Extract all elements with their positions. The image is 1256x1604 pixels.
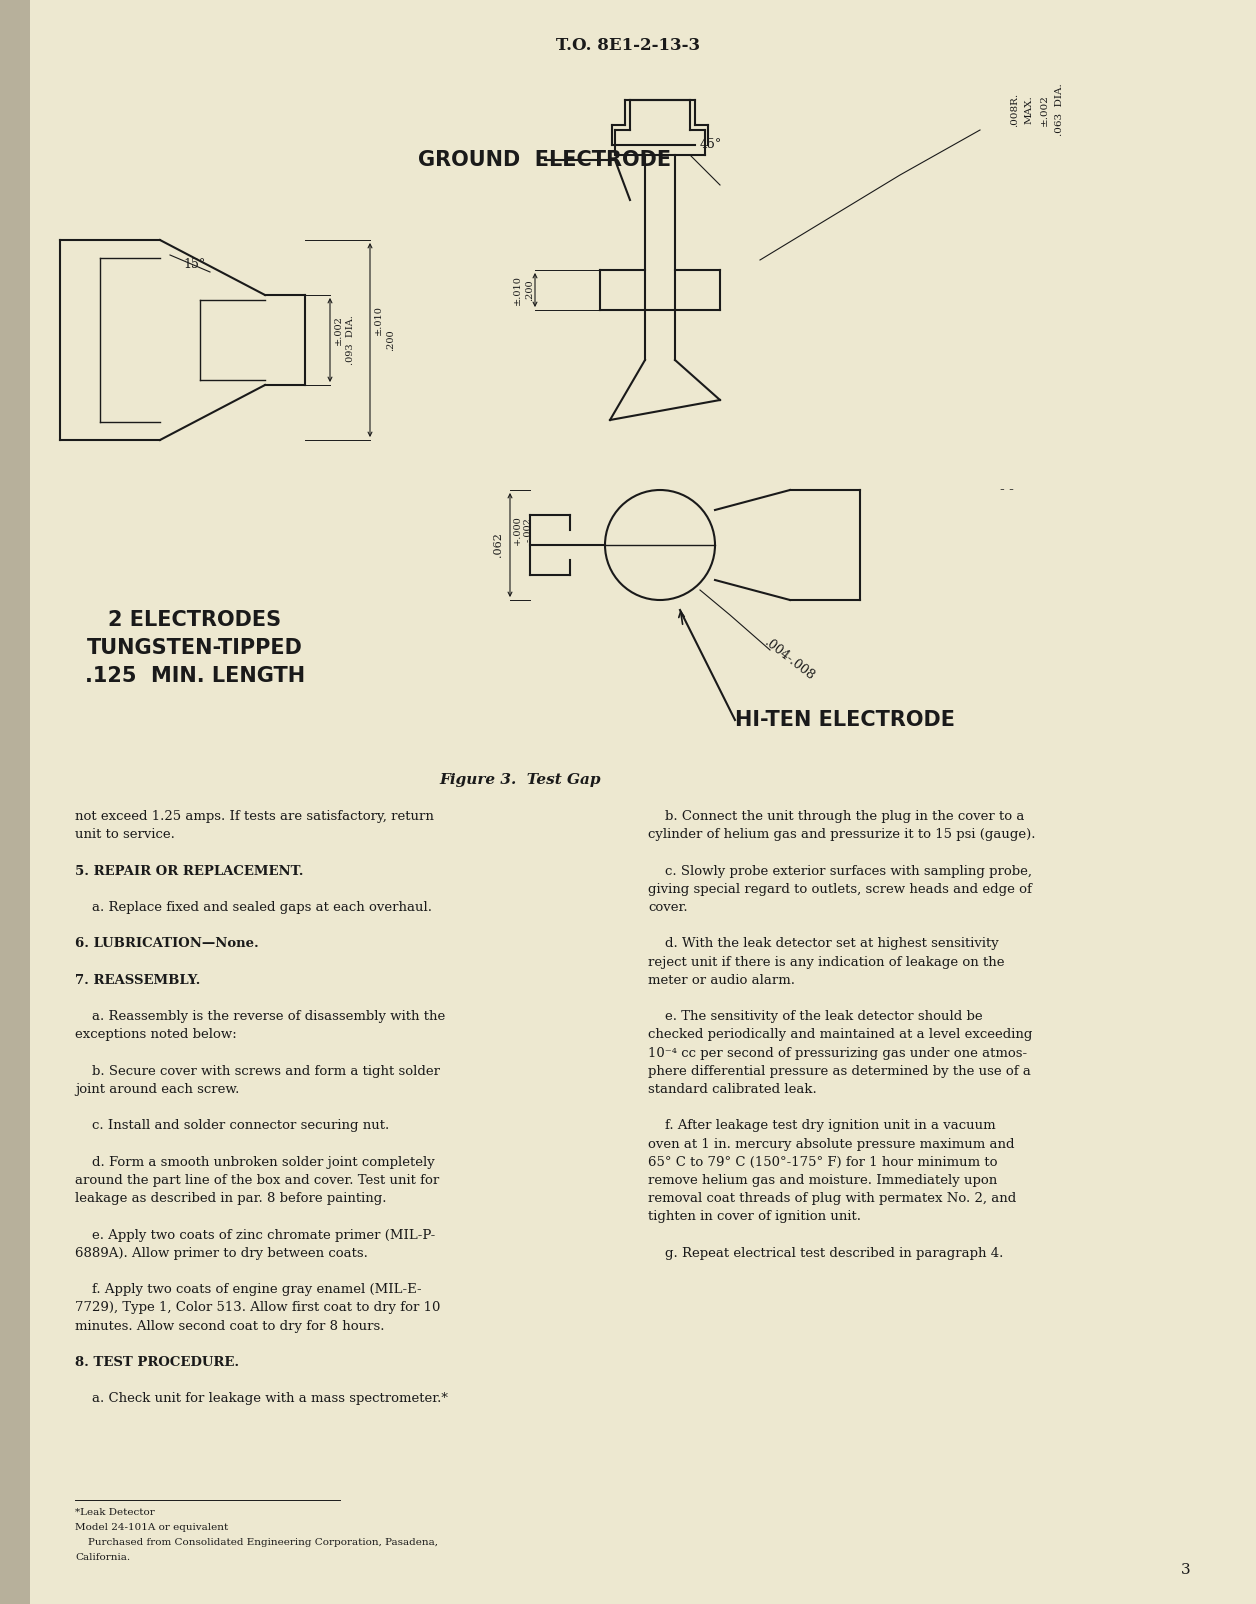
Text: g. Repeat electrical test described in paragraph 4.: g. Repeat electrical test described in p… (648, 1246, 1004, 1259)
Text: 15°: 15° (183, 258, 206, 271)
Text: +.000: +.000 (512, 515, 522, 545)
Text: b. Connect the unit through the plug in the cover to a: b. Connect the unit through the plug in … (648, 810, 1025, 823)
Text: e. The sensitivity of the leak detector should be: e. The sensitivity of the leak detector … (648, 1011, 982, 1023)
Text: TUNGSTEN-TIPPED: TUNGSTEN-TIPPED (87, 638, 303, 658)
Text: unit to service.: unit to service. (75, 828, 175, 840)
Text: HI-TEN ELECTRODE: HI-TEN ELECTRODE (735, 711, 955, 730)
Text: around the part line of the box and cover. Test unit for: around the part line of the box and cove… (75, 1174, 440, 1187)
Text: minutes. Allow second coat to dry for 8 hours.: minutes. Allow second coat to dry for 8 … (75, 1320, 384, 1333)
Text: b. Secure cover with screws and form a tight solder: b. Secure cover with screws and form a t… (75, 1065, 440, 1078)
Text: cylinder of helium gas and pressurize it to 15 psi (gauge).: cylinder of helium gas and pressurize it… (648, 828, 1035, 840)
Text: Purchased from Consolidated Engineering Corporation, Pasadena,: Purchased from Consolidated Engineering … (75, 1538, 438, 1546)
Text: giving special regard to outlets, screw heads and edge of: giving special regard to outlets, screw … (648, 882, 1032, 895)
Text: phere differential pressure as determined by the use of a: phere differential pressure as determine… (648, 1065, 1031, 1078)
Text: .200: .200 (386, 329, 394, 351)
Text: ±.002: ±.002 (1040, 95, 1049, 127)
Text: exceptions noted below:: exceptions noted below: (75, 1028, 236, 1041)
Text: f. After leakage test dry ignition unit in a vacuum: f. After leakage test dry ignition unit … (648, 1120, 996, 1132)
Text: d. Form a smooth unbroken solder joint completely: d. Form a smooth unbroken solder joint c… (75, 1156, 435, 1169)
Text: tighten in cover of ignition unit.: tighten in cover of ignition unit. (648, 1211, 862, 1224)
Text: ±.010: ±.010 (512, 274, 521, 305)
Text: checked periodically and maintained at a level exceeding: checked periodically and maintained at a… (648, 1028, 1032, 1041)
Text: 6889A). Allow primer to dry between coats.: 6889A). Allow primer to dry between coat… (75, 1246, 368, 1259)
Text: T.O. 8E1-2-13-3: T.O. 8E1-2-13-3 (556, 37, 700, 53)
Text: 7. REASSEMBLY.: 7. REASSEMBLY. (75, 974, 201, 986)
Text: standard calibrated leak.: standard calibrated leak. (648, 1083, 816, 1096)
Text: .008R.: .008R. (1010, 93, 1019, 127)
Text: a. Check unit for leakage with a mass spectrometer.*: a. Check unit for leakage with a mass sp… (75, 1392, 448, 1405)
Text: c. Slowly probe exterior surfaces with sampling probe,: c. Slowly probe exterior surfaces with s… (648, 865, 1032, 877)
Text: c. Install and solder connector securing nut.: c. Install and solder connector securing… (75, 1120, 389, 1132)
Text: .004-.008: .004-.008 (762, 637, 818, 683)
Text: Model 24-101A or equivalent: Model 24-101A or equivalent (75, 1524, 229, 1532)
Text: reject unit if there is any indication of leakage on the: reject unit if there is any indication o… (648, 956, 1005, 969)
Text: d. With the leak detector set at highest sensitivity: d. With the leak detector set at highest… (648, 937, 999, 951)
Text: remove helium gas and moisture. Immediately upon: remove helium gas and moisture. Immediat… (648, 1174, 997, 1187)
Text: California.: California. (75, 1553, 131, 1562)
Text: 6. LUBRICATION—None.: 6. LUBRICATION—None. (75, 937, 259, 951)
Text: .062: .062 (494, 533, 502, 558)
Text: 45°: 45° (700, 138, 722, 151)
Bar (0, 0, 30, 1604)
Text: oven at 1 in. mercury absolute pressure maximum and: oven at 1 in. mercury absolute pressure … (648, 1137, 1015, 1150)
Text: *Leak Detector: *Leak Detector (75, 1508, 154, 1517)
Text: ±.010: ±.010 (374, 305, 383, 335)
Text: -.002: -.002 (524, 518, 533, 542)
Text: leakage as described in par. 8 before painting.: leakage as described in par. 8 before pa… (75, 1192, 387, 1205)
Text: .063  DIA.: .063 DIA. (1055, 83, 1064, 136)
Text: ±.002: ±.002 (334, 314, 343, 345)
Text: .125  MIN. LENGTH: .125 MIN. LENGTH (85, 666, 305, 687)
Text: 7729), Type 1, Color 513. Allow first coat to dry for 10: 7729), Type 1, Color 513. Allow first co… (75, 1301, 441, 1314)
Text: joint around each screw.: joint around each screw. (75, 1083, 240, 1096)
Text: 3: 3 (1181, 1562, 1189, 1577)
Text: a. Reassembly is the reverse of disassembly with the: a. Reassembly is the reverse of disassem… (75, 1011, 445, 1023)
Text: removal coat threads of plug with permatex No. 2, and: removal coat threads of plug with permat… (648, 1192, 1016, 1205)
Text: - -: - - (1000, 483, 1014, 497)
Text: not exceed 1.25 amps. If tests are satisfactory, return: not exceed 1.25 amps. If tests are satis… (75, 810, 433, 823)
Text: 10⁻⁴ cc per second of pressurizing gas under one atmos-: 10⁻⁴ cc per second of pressurizing gas u… (648, 1046, 1027, 1060)
Text: 8. TEST PROCEDURE.: 8. TEST PROCEDURE. (75, 1355, 239, 1368)
Text: Figure 3.  Test Gap: Figure 3. Test Gap (440, 773, 600, 788)
Text: e. Apply two coats of zinc chromate primer (MIL-P-: e. Apply two coats of zinc chromate prim… (75, 1229, 436, 1241)
Text: a. Replace fixed and sealed gaps at each overhaul.: a. Replace fixed and sealed gaps at each… (75, 901, 432, 914)
Text: meter or audio alarm.: meter or audio alarm. (648, 974, 795, 986)
Text: MAX.: MAX. (1025, 96, 1034, 125)
Text: GROUND  ELECTRODE: GROUND ELECTRODE (418, 151, 671, 170)
Text: 5. REPAIR OR REPLACEMENT.: 5. REPAIR OR REPLACEMENT. (75, 865, 304, 877)
Text: 2 ELECTRODES: 2 ELECTRODES (108, 610, 281, 630)
Text: cover.: cover. (648, 901, 687, 914)
Text: .093  DIA.: .093 DIA. (345, 314, 355, 366)
Text: 65° C to 79° C (150°-175° F) for 1 hour minimum to: 65° C to 79° C (150°-175° F) for 1 hour … (648, 1156, 997, 1169)
Text: .200: .200 (525, 279, 535, 302)
Text: f. Apply two coats of engine gray enamel (MIL-E-: f. Apply two coats of engine gray enamel… (75, 1283, 422, 1296)
